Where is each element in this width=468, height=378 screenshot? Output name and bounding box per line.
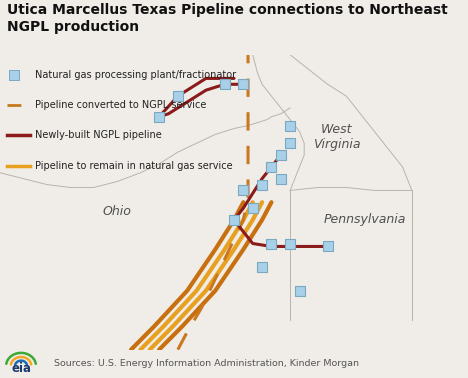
Text: Sources: U.S. Energy Information Administration, Kinder Morgan: Sources: U.S. Energy Information Adminis…	[54, 359, 359, 368]
Text: Utica Marcellus Texas Pipeline connections to Northeast
NGPL production: Utica Marcellus Texas Pipeline connectio…	[7, 3, 448, 34]
Text: Pipeline converted to NGPL service: Pipeline converted to NGPL service	[35, 100, 206, 110]
Text: eia: eia	[11, 362, 31, 375]
Text: Natural gas processing plant/fractionator: Natural gas processing plant/fractionato…	[35, 70, 236, 79]
Text: Pennsylvania: Pennsylvania	[324, 214, 406, 226]
Text: Pipeline to remain in natural gas service: Pipeline to remain in natural gas servic…	[35, 161, 233, 171]
Text: Newly-built NGPL pipeline: Newly-built NGPL pipeline	[35, 130, 162, 141]
Text: Ohio: Ohio	[102, 204, 132, 218]
Text: West
Virginia: West Virginia	[313, 123, 361, 151]
